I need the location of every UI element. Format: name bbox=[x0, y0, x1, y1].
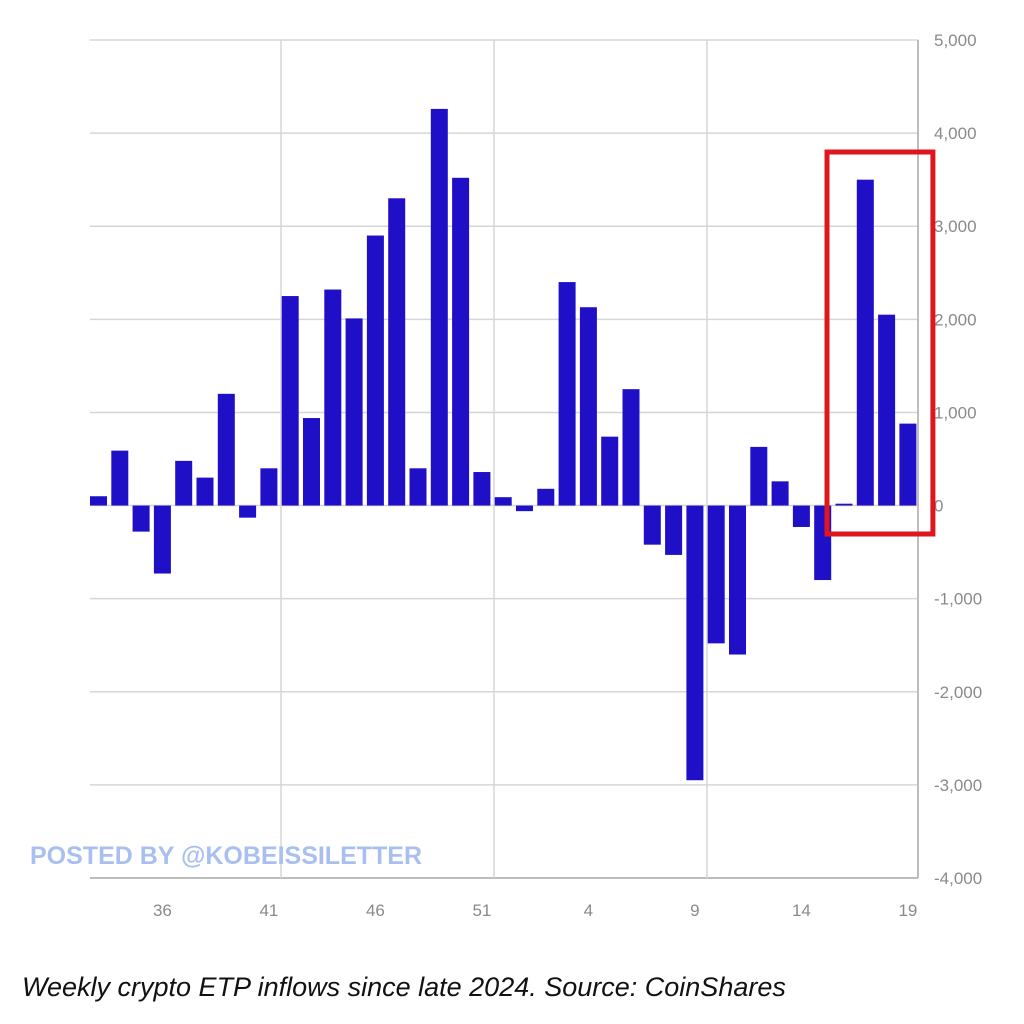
gridlines bbox=[90, 39, 919, 879]
y-tick-label: 0 bbox=[934, 497, 943, 516]
bar-week-4 bbox=[579, 307, 597, 506]
x-tick-label: 14 bbox=[792, 901, 811, 920]
bar-week-7 bbox=[643, 505, 661, 545]
y-tick-label: -2,000 bbox=[934, 683, 982, 702]
bar-week-47 bbox=[388, 198, 406, 506]
x-tick-label: 19 bbox=[898, 901, 917, 920]
bar-week-45 bbox=[345, 318, 363, 506]
bar-week-5 bbox=[601, 436, 619, 506]
bar-week-13 bbox=[771, 481, 789, 506]
bar-week-39 bbox=[217, 393, 235, 506]
bar-week-17 bbox=[856, 179, 874, 506]
x-tick-label: 9 bbox=[690, 901, 699, 920]
x-tick-label: 41 bbox=[259, 901, 278, 920]
bar-week-34 bbox=[111, 450, 129, 506]
bar-week-16 bbox=[835, 503, 853, 506]
y-tick-label: 5,000 bbox=[934, 31, 977, 50]
x-axis-ticks: 36 41 46 51 4 9 14 19 bbox=[153, 901, 917, 920]
bar-week-51 bbox=[473, 472, 491, 506]
x-tick-label: 36 bbox=[153, 901, 172, 920]
bar-week-9 bbox=[686, 505, 704, 781]
y-tick-label: -3,000 bbox=[934, 776, 982, 795]
y-tick-label: 2,000 bbox=[934, 310, 977, 329]
bar-week-38 bbox=[196, 477, 214, 506]
bar-week-44 bbox=[324, 289, 342, 506]
bar-week-37 bbox=[175, 460, 193, 506]
highlight-box bbox=[824, 149, 936, 537]
bar-week-40 bbox=[239, 505, 257, 518]
bar-week-10 bbox=[707, 505, 725, 644]
bar-week-12 bbox=[750, 446, 768, 506]
bar-week-18 bbox=[878, 314, 896, 506]
bar-week-35 bbox=[132, 505, 150, 532]
bar-week-52 bbox=[494, 497, 512, 506]
bar-week-36 bbox=[153, 505, 171, 574]
bar-week-1 bbox=[516, 505, 533, 512]
bar-week-3 bbox=[558, 282, 576, 506]
chart-caption: Weekly crypto ETP inflows since late 202… bbox=[22, 972, 786, 1002]
y-tick-label: 1,000 bbox=[934, 403, 977, 422]
bar-week-50 bbox=[452, 177, 470, 506]
bar-week-48 bbox=[409, 468, 427, 506]
x-tick-label: 51 bbox=[472, 901, 491, 920]
watermark: POSTED BY @KOBEISSILETTER bbox=[30, 842, 422, 870]
bars bbox=[90, 108, 917, 781]
y-tick-label: 4,000 bbox=[934, 124, 977, 143]
y-tick-label: -4,000 bbox=[934, 869, 982, 888]
bar-week-41 bbox=[260, 468, 278, 506]
bar-week-2 bbox=[537, 488, 555, 506]
bar-week-11 bbox=[729, 505, 746, 655]
bar-week-33 bbox=[90, 496, 107, 506]
bar-week-46 bbox=[366, 235, 384, 506]
bar-week-14 bbox=[792, 505, 810, 527]
bar-week-42 bbox=[281, 296, 299, 506]
x-tick-label: 46 bbox=[366, 901, 385, 920]
bar-week-8 bbox=[665, 505, 683, 555]
y-axis-ticks: 5,000 4,000 3,000 2,000 1,000 0 -1,000 -2,000 -3… bbox=[934, 31, 982, 888]
bar-week-6 bbox=[622, 389, 640, 506]
bar-week-49 bbox=[430, 108, 448, 506]
bar-week-43 bbox=[303, 418, 320, 506]
x-tick-label: 4 bbox=[584, 901, 593, 920]
y-tick-label: 3,000 bbox=[934, 217, 977, 236]
bar-week-19 bbox=[899, 423, 917, 506]
y-tick-label: -1,000 bbox=[934, 590, 982, 609]
